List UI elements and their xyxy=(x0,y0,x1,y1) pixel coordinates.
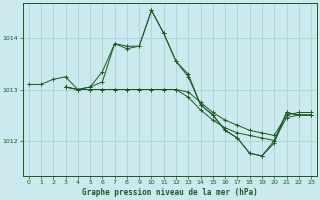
X-axis label: Graphe pression niveau de la mer (hPa): Graphe pression niveau de la mer (hPa) xyxy=(82,188,258,197)
